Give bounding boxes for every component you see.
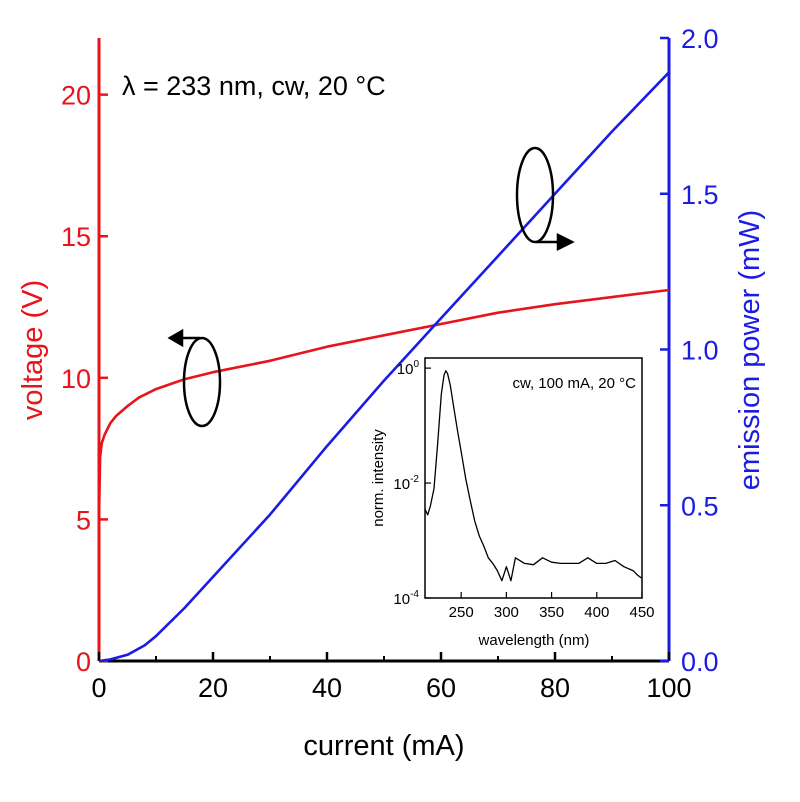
- inset-y-tick-base: 10: [397, 361, 414, 378]
- chart-title: λ = 233 nm, cw, 20 °C: [122, 71, 386, 101]
- inset-y-tick-label: 10-2: [393, 474, 419, 493]
- right-y-tick-label: 1.5: [681, 180, 719, 210]
- right-y-tick-label: 0.5: [681, 491, 719, 521]
- inset-x-tick-label: 450: [629, 604, 654, 621]
- spectrum-line: [424, 370, 643, 582]
- left-y-tick-label: 20: [61, 81, 91, 111]
- inset-series: [424, 370, 643, 582]
- left-y-axis-label: voltage (V): [17, 280, 49, 420]
- voltage-axis-arrow-icon: [167, 328, 222, 428]
- x-tick-label: 20: [198, 673, 228, 703]
- inset-y-tick-exponent: -4: [410, 589, 419, 600]
- inset-y-tick-base: 10: [393, 591, 410, 608]
- inset-x-tick-label: 300: [494, 604, 519, 621]
- power-series-line: [98, 71, 670, 663]
- inset-y-tick-base: 10: [393, 476, 410, 493]
- right-y-tick-label: 1.0: [681, 336, 719, 366]
- inset-y-tick-label: 100: [397, 359, 420, 378]
- left-y-tick-label: 15: [61, 222, 91, 252]
- inset-x-tick-label: 250: [449, 604, 474, 621]
- x-tick-label: 40: [312, 673, 342, 703]
- left-y-axis-ticks: 0 5 10 15 20: [61, 81, 108, 677]
- x-axis-ticks: 0 20 40 60 80 100: [91, 652, 692, 703]
- inset-title: cw, 100 mA, 20 °C: [512, 375, 636, 392]
- left-y-tick-label: 5: [76, 505, 91, 535]
- inset-x-axis-ticks: 250 300 350 400 450: [449, 592, 655, 621]
- right-y-tick-label: 2.0: [681, 24, 719, 54]
- inset-y-tick-exponent: 0: [413, 359, 419, 370]
- inset-y-tick-label: 10-4: [393, 589, 419, 608]
- power-axis-arrow-icon: [515, 146, 575, 252]
- inset-frame: [424, 357, 643, 599]
- x-tick-label: 100: [646, 673, 691, 703]
- inset-x-tick-label: 400: [584, 604, 609, 621]
- inset-y-tick-exponent: -2: [410, 474, 419, 485]
- right-y-axis-ticks: 0.0 0.5 1.0 1.5 2.0: [660, 24, 719, 677]
- inset-x-tick-label: 350: [539, 604, 564, 621]
- inset-y-axis-label: norm. intensity: [370, 429, 387, 527]
- x-tick-label: 80: [540, 673, 570, 703]
- x-tick-label: 60: [426, 673, 456, 703]
- inset-x-axis-label: wavelength (nm): [478, 632, 590, 649]
- right-y-axis-label: emission power (mW): [734, 210, 766, 490]
- left-y-tick-label: 10: [61, 364, 91, 394]
- x-axis-label: current (mA): [303, 730, 464, 762]
- right-y-tick-label: 0.0: [681, 647, 719, 677]
- x-tick-label: 0: [91, 673, 106, 703]
- left-y-tick-label: 0: [76, 647, 91, 677]
